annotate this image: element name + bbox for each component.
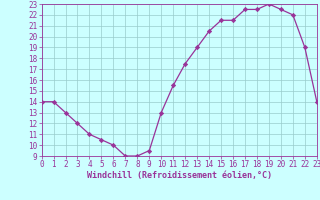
X-axis label: Windchill (Refroidissement éolien,°C): Windchill (Refroidissement éolien,°C) [87, 171, 272, 180]
